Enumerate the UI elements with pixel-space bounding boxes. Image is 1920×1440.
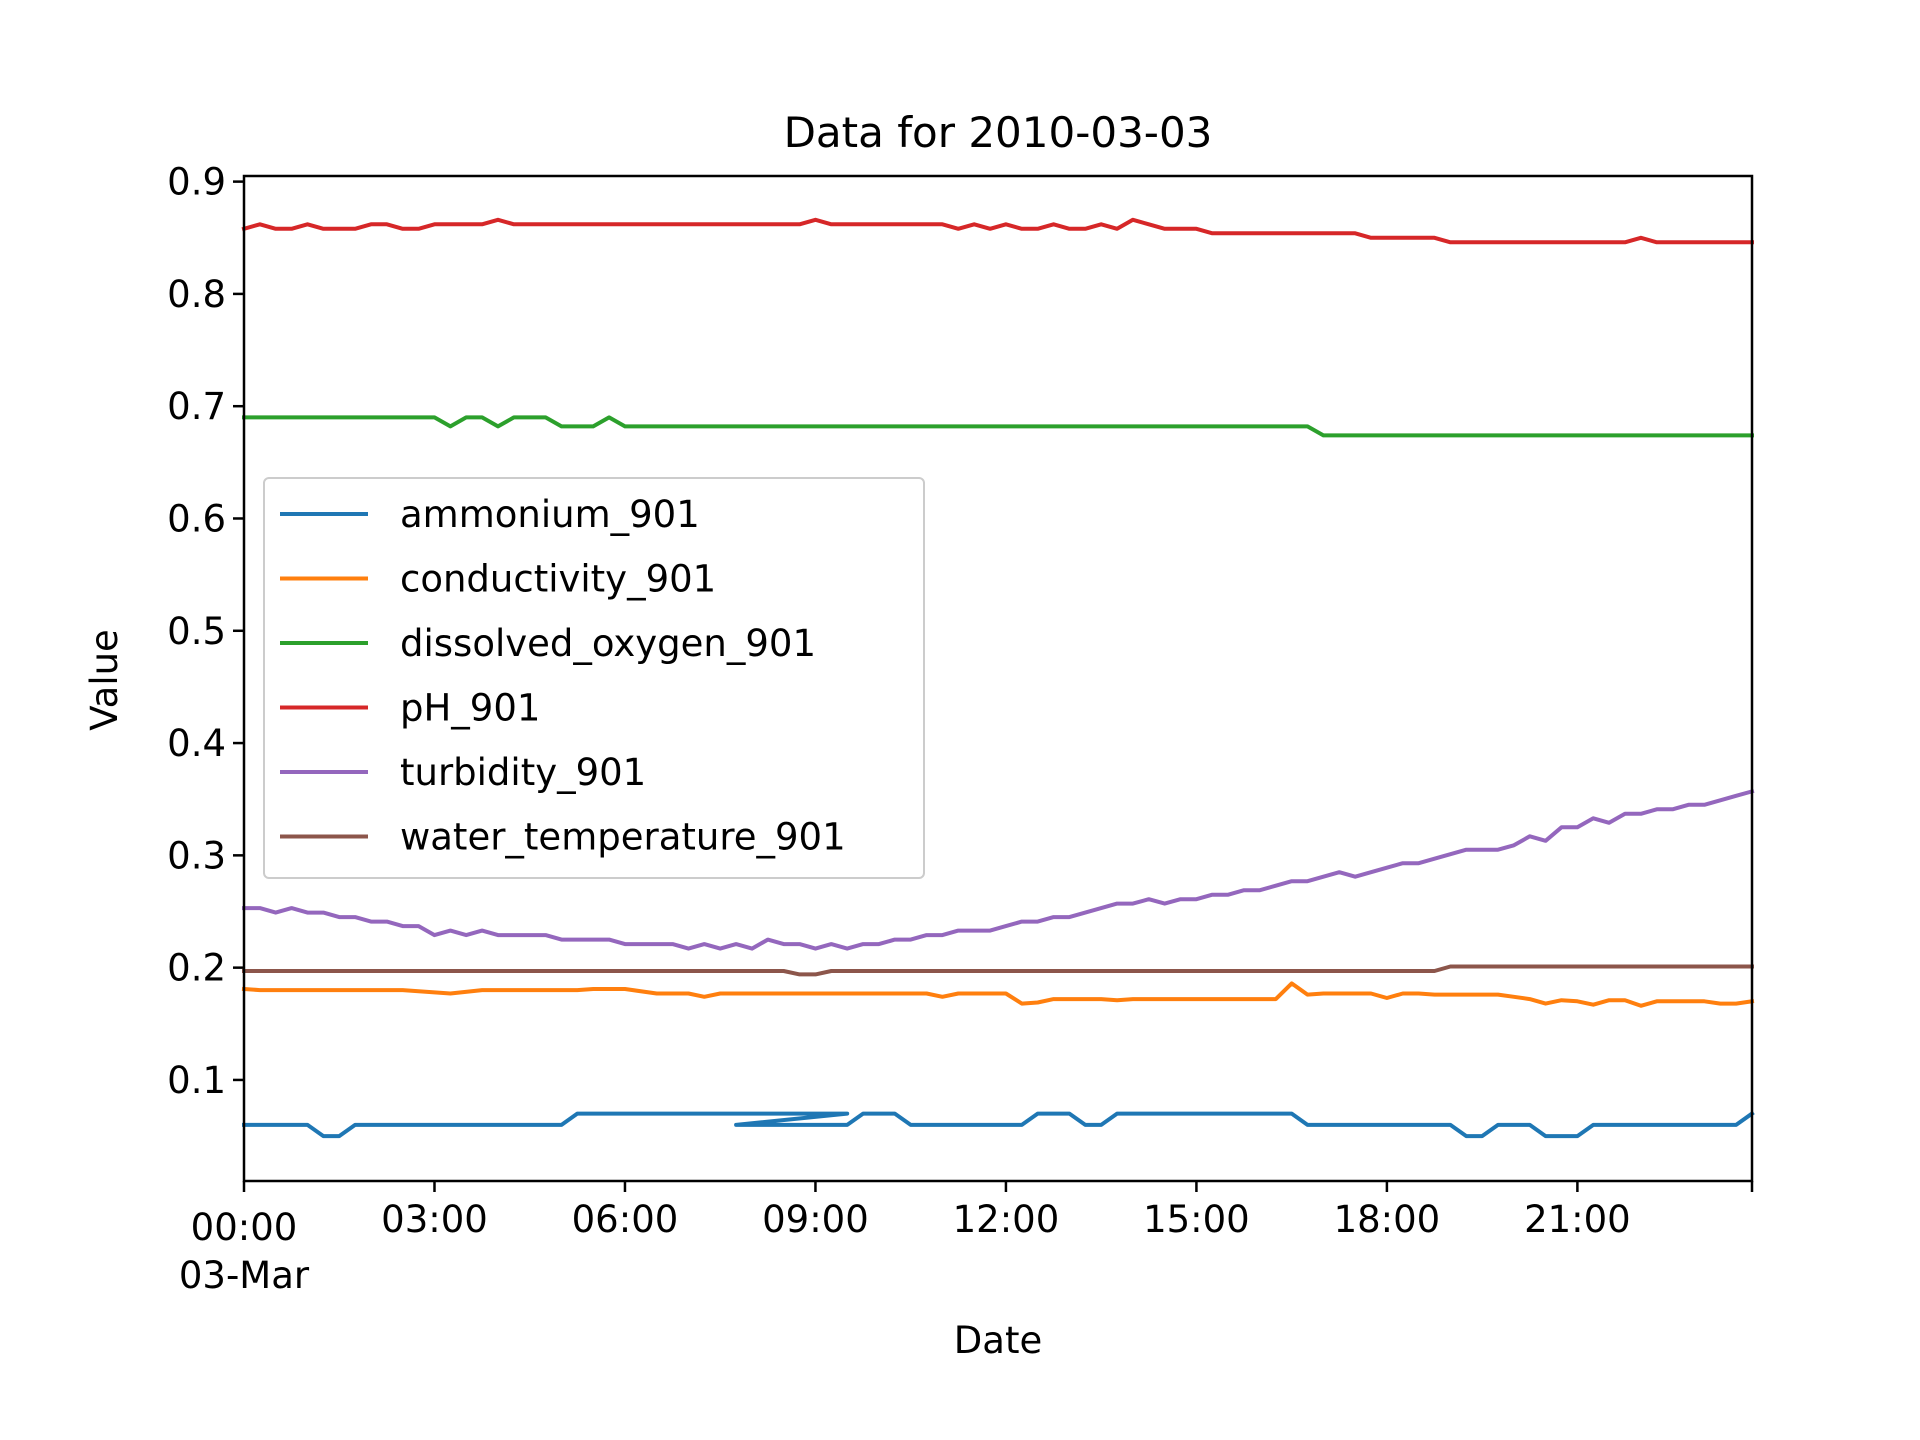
y-axis: 0.1 0.2 0.3 0.4 0.5 0.6 0.7 0.8 0.9 [167,161,244,1102]
y-tick-label: 0.7 [167,385,226,428]
y-tick-label: 0.3 [167,834,226,877]
y-tick-label: 0.9 [167,161,226,204]
x-tick-label: 09:00 [762,1198,869,1241]
legend-label-ammonium_901: ammonium_901 [400,493,700,536]
x-axis: 00:00 03:00 06:00 09:00 12:00 15:00 18:00 21:00… [179,1181,1754,1297]
y-tick-label: 0.6 [167,497,226,540]
y-tick-label: 0.8 [167,273,226,316]
y-tick-label: 0.1 [167,1059,226,1102]
x-tick-label: 06:00 [572,1198,679,1241]
legend: ammonium_901 conductivity_901 dissolved_ox… [263,477,925,879]
x-tick-label: 21:00 [1524,1198,1631,1241]
x-tick-label: 18:00 [1334,1198,1441,1241]
plot-area-frame [242,174,1754,1183]
y-tick-label: 0.5 [167,610,226,653]
x-tick-label: 03:00 [381,1198,488,1241]
x-tick-label: 12:00 [953,1198,1060,1241]
legend-label-dissolved_oxygen_901: dissolved_oxygen_901 [400,622,816,665]
x-tick-date-label: 03-Mar [179,1254,310,1297]
legend-frame [263,477,925,879]
series-line-conductivity_901 [241,981,1755,1008]
y-tick-label: 0.2 [167,947,226,990]
series-line-pH_901 [241,217,1754,245]
series-line-turbidity_901 [242,788,1755,951]
x-tick-label: 15:00 [1143,1198,1250,1241]
series-line-ammonium_901 [242,1110,1755,1139]
legend-items: ammonium_901 conductivity_901 dissolved_ox… [280,493,846,859]
series-line-water_temperature_901 [242,964,1754,977]
legend-label-pH_901: pH_901 [400,687,540,730]
legend-label-water_temperature_901: water_temperature_901 [400,816,846,859]
legend-label-turbidity_901: turbidity_901 [400,751,646,794]
y-axis-label: Value [83,629,126,731]
series-layer [241,217,1755,1139]
legend-label-conductivity_901: conductivity_901 [400,558,716,601]
series-line-dissolved_oxygen_901 [242,415,1754,438]
x-axis-label: Date [954,1319,1042,1362]
y-tick-label: 0.4 [167,722,226,765]
x-tick-label: 00:00 [191,1206,298,1249]
chart-title: Data for 2010-03-03 [784,108,1213,157]
